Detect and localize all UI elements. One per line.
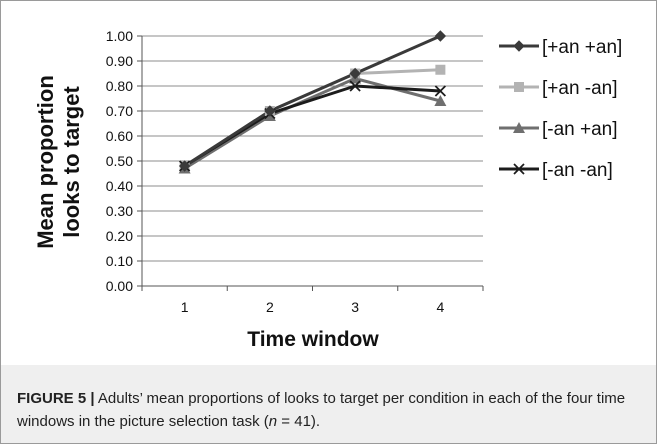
y-tick-label: 0.80 <box>106 78 133 94</box>
y-tick-label: 0.40 <box>106 178 133 194</box>
caption-n-symbol: n <box>268 413 278 430</box>
legend-item: [-an -an] <box>499 160 613 181</box>
legend-swatch-marker <box>514 82 524 92</box>
data-point <box>264 105 276 117</box>
series-markers <box>178 30 447 174</box>
caption-text-end: = 41). <box>277 413 321 430</box>
series-line <box>183 34 441 168</box>
legend-swatch-marker <box>513 163 525 175</box>
x-marker-stroke <box>349 80 361 92</box>
x-tick-label: 3 <box>351 299 359 315</box>
legend-label: [+an +an] <box>542 37 622 58</box>
legend-swatch-marker <box>513 40 525 52</box>
axes <box>137 35 484 291</box>
gridlines <box>142 35 483 262</box>
y-tick-labels: 0.00 0.10 0.20 0.30 0.40 0.50 0.60 0.70 0.80 0.90… <box>106 28 133 294</box>
data-point <box>434 30 447 42</box>
y-axis-title-line-2: looks to target <box>59 86 84 238</box>
x-tick-label: 1 <box>181 299 189 315</box>
data-point <box>178 160 191 172</box>
caption-label: FIGURE 5 | <box>17 390 95 407</box>
data-point <box>434 85 447 97</box>
data-point <box>435 64 446 75</box>
x-axis-title: Time window <box>247 328 379 351</box>
data-point <box>349 67 361 80</box>
y-tick-label: 1.00 <box>106 28 133 44</box>
y-tick-label: 0.10 <box>106 253 133 269</box>
legend-item: [-an +an] <box>499 119 618 140</box>
data-point <box>434 95 447 106</box>
caption-background <box>1 365 656 443</box>
legend-label: [-an +an] <box>542 119 618 140</box>
y-tick-label: 0.70 <box>106 103 133 119</box>
y-tick-label: 0.30 <box>106 203 133 219</box>
series-lines <box>183 34 441 170</box>
y-tick-label: 0.00 <box>106 278 133 294</box>
data-point <box>349 80 361 92</box>
y-axis-title-line-1: Mean proportion <box>33 75 58 249</box>
legend-swatch-marker <box>513 122 525 133</box>
x-marker-stroke <box>434 85 447 97</box>
legend-item: [+an +an] <box>499 37 622 58</box>
legend: [+an +an] [+an -an] [-an +an] [-an -an] <box>499 37 622 181</box>
y-tick-label: 0.50 <box>106 153 133 169</box>
legend-item: [+an -an] <box>499 78 618 99</box>
figure-caption: FIGURE 5 | Adults’ mean proportions of l… <box>17 387 647 433</box>
caption-text: Adults’ mean proportions of looks to tar… <box>17 390 626 430</box>
x-tick-labels: 1 2 3 4 <box>181 299 445 315</box>
y-tick-label: 0.60 <box>106 128 133 144</box>
legend-label: [+an -an] <box>542 78 618 99</box>
x-tick-label: 4 <box>436 299 444 315</box>
y-tick-label: 0.20 <box>106 228 133 244</box>
y-tick-label: 0.90 <box>106 53 133 69</box>
legend-label: [-an -an] <box>542 160 613 181</box>
x-tick-label: 2 <box>266 299 274 315</box>
x-marker-stroke <box>513 163 525 175</box>
series-line <box>183 68 441 168</box>
